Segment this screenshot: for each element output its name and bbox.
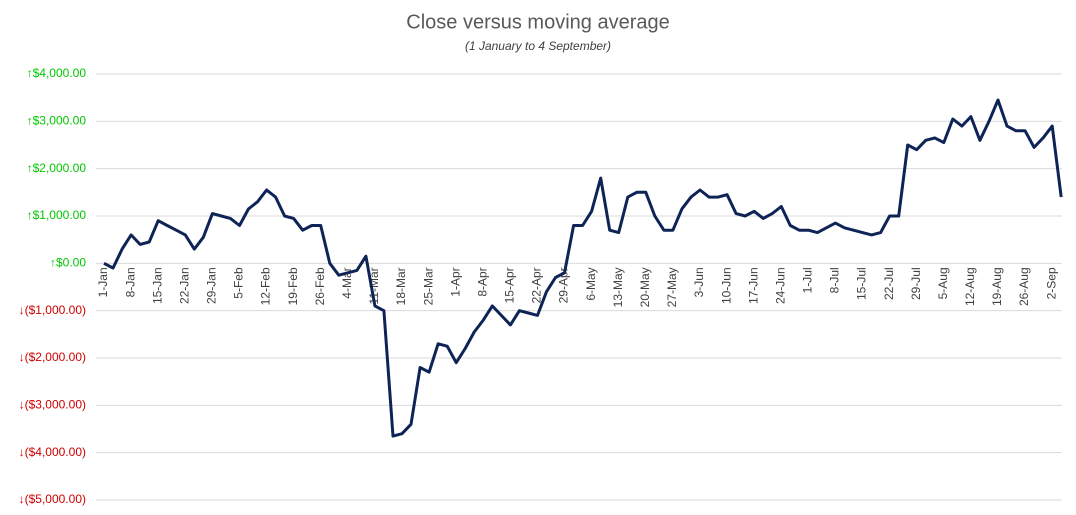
x-tick-label: 8-Apr xyxy=(475,267,489,296)
x-tick-label: 12-Aug xyxy=(963,267,977,306)
x-tick-label: 1-Jan xyxy=(96,267,110,297)
x-tick-label: 3-Jun xyxy=(692,267,706,297)
x-tick-label: 15-Apr xyxy=(503,267,517,303)
y-tick-label: ↑$2,000.00 xyxy=(27,161,87,175)
x-tick-label: 22-Jan xyxy=(177,267,191,304)
x-tick-label: 1-Jul xyxy=(801,267,815,293)
x-tick-label: 25-Mar xyxy=(421,267,435,305)
x-tick-label: 17-Jun xyxy=(746,267,760,304)
x-tick-label: 6-May xyxy=(584,267,598,300)
x-tick-label: 5-Feb xyxy=(232,267,246,299)
chart-subtitle: (1 January to 4 September) xyxy=(465,39,611,53)
chart-title: Close versus moving average xyxy=(406,11,669,33)
x-tick-label: 19-Feb xyxy=(286,267,300,305)
y-tick-label: ↑$4,000.00 xyxy=(27,66,87,80)
x-tick-label: 1-Apr xyxy=(448,267,462,296)
y-tick-label: ↓($5,000.00) xyxy=(19,492,86,506)
y-tick-label: ↓($4,000.00) xyxy=(19,445,86,459)
x-tick-label: 26-Feb xyxy=(313,267,327,305)
x-tick-label: 18-Mar xyxy=(394,267,408,305)
x-tick-label: 22-Apr xyxy=(530,267,544,303)
data-line xyxy=(103,98,1063,438)
x-tick-label: 13-May xyxy=(611,267,625,307)
x-tick-label: 8-Jul xyxy=(828,267,842,293)
x-tick-label: 29-Jul xyxy=(909,267,923,300)
y-tick-label: ↑$3,000.00 xyxy=(27,114,87,128)
x-tick-label: 5-Aug xyxy=(936,267,950,299)
y-tick-label: ↓($2,000.00) xyxy=(19,350,86,364)
x-tick-label: 10-Jun xyxy=(719,267,733,304)
x-tick-label: 27-May xyxy=(665,267,679,307)
x-tick-label: 15-Jul xyxy=(855,267,869,300)
x-tick-label: 29-Jan xyxy=(205,267,219,304)
x-tick-label: 24-Jun xyxy=(773,267,787,304)
x-tick-label: 19-Aug xyxy=(990,267,1004,306)
y-tick-label: ↑$1,000.00 xyxy=(27,208,87,222)
x-tick-label: 8-Jan xyxy=(123,267,137,297)
x-tick-label: 2-Sep xyxy=(1044,267,1058,299)
y-tick-label: ↓($1,000.00) xyxy=(19,303,86,317)
x-tick-label: 20-May xyxy=(638,267,652,307)
x-tick-label: 26-Aug xyxy=(1017,267,1031,306)
x-tick-label: 12-Feb xyxy=(259,267,273,305)
y-tick-label: ↑$0.00 xyxy=(50,256,86,270)
x-tick-label: 15-Jan xyxy=(150,267,164,304)
x-tick-label: 22-Jul xyxy=(882,267,896,300)
y-tick-label: ↓($3,000.00) xyxy=(19,398,86,412)
